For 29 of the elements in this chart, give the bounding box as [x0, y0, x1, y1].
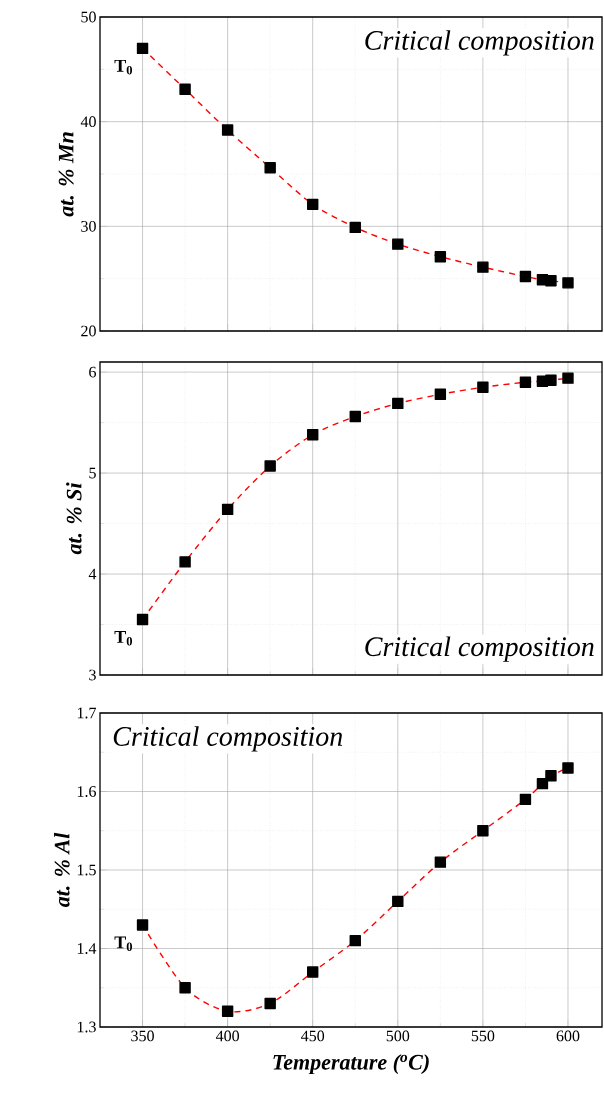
y-axis-title: at. % Mn — [58, 132, 74, 217]
annotation: Critical composition — [365, 30, 594, 56]
y-tick-label: 1.5 — [77, 864, 96, 876]
annotation: T$_{0}$ — [114, 631, 133, 646]
y-tick-label: 4 — [88, 568, 97, 580]
x-tick-label: 400 — [215, 1030, 240, 1042]
annotation: Critical composition — [113, 726, 343, 752]
y-axis-title: at. % Al — [54, 832, 70, 908]
y-tick-label: 30 — [81, 220, 96, 232]
x-tick-label: 550 — [471, 1030, 495, 1042]
x-tick-label: 500 — [386, 1030, 410, 1042]
y-tick-label: 1.3 — [77, 1021, 96, 1033]
y-tick-label: 3 — [89, 669, 96, 681]
y-tick-label: 20 — [81, 325, 96, 337]
annotation: T$_{0}$ — [114, 936, 133, 951]
annotation: T$_{0}$ — [114, 59, 133, 75]
x-tick-label: 450 — [301, 1030, 325, 1042]
annotation: Critical composition — [365, 636, 594, 662]
y-axis-title: at. % Si — [66, 482, 82, 555]
y-tick-label: 6 — [89, 366, 97, 378]
y-tick-label: 1.4 — [77, 943, 97, 954]
y-tick-label: 1.7 — [77, 707, 97, 719]
x-axis-title: Temperature ($^{o}$C) — [273, 1054, 429, 1075]
y-tick-label: 1.6 — [77, 786, 97, 797]
x-tick-label: 350 — [131, 1030, 154, 1042]
y-tick-label: 40 — [80, 116, 96, 128]
x-tick-label: 600 — [556, 1030, 580, 1042]
y-tick-label: 5 — [89, 467, 96, 479]
y-tick-label: 50 — [81, 11, 96, 23]
